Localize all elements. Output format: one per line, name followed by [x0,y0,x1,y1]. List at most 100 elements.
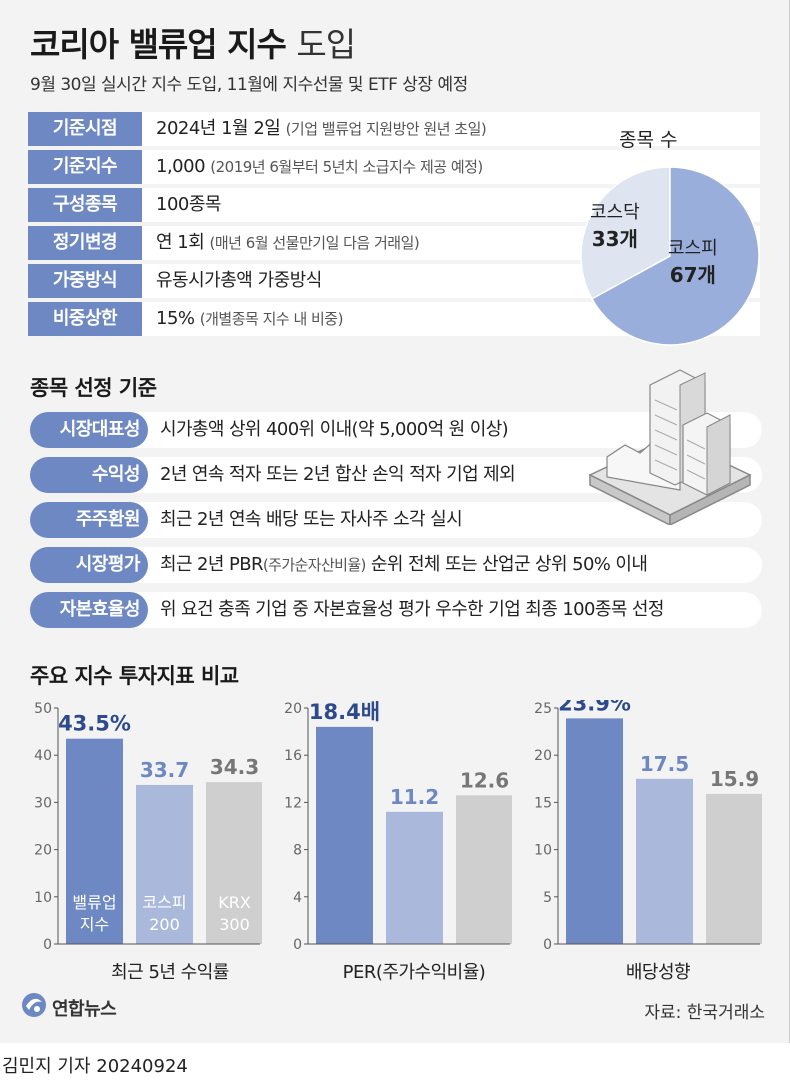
y-tick-label: 40 [34,748,52,764]
bar [636,778,693,944]
bar-value-label: 34.3 [210,755,259,779]
bar [136,784,193,944]
info-value-main: 2024년 1월 2일 [156,118,281,139]
criteria-text-note: (주가순자산비율) [262,556,367,574]
criteria-label: 자본효율성 [30,592,148,628]
info-label: 정기변경 [28,226,142,260]
pie-label-kosdaq-value: 33개 [591,227,638,251]
criteria-text: 2년 연속 적자 또는 2년 합산 손익 적자 기업 제외 [160,457,516,493]
y-tick-label: 20 [534,748,552,764]
y-tick-label: 5 [543,890,552,906]
info-label: 가중방식 [28,264,142,298]
logo-text: 연합뉴스 [52,999,117,1020]
bar-value-label: 15.9 [710,767,759,791]
byline: 김민지 기자 20240924 [2,1056,188,1077]
info-value: 15% (개별종목 지수 내 비중) [156,302,343,336]
y-tick-label: 20 [34,843,52,859]
y-tick-label: 0 [43,937,52,950]
criteria-text-rest: 순위 전체 또는 산업군 상위 50% 이내 [365,554,648,575]
bar-value-label: 43.5% [58,712,131,736]
pie-label-kospi-value: 67개 [669,263,716,287]
bar [706,793,762,944]
pie-slice-kospi [590,166,760,346]
bar-value-label: 23.9% [558,700,631,715]
pie-label-kospi: 코스피 67개 [668,236,718,290]
info-value-main: 1,000 [156,156,206,177]
bar-category-label: 코스피 [142,893,186,912]
infographic-frame: 코리아 밸류업 지수 도입 9월 30일 실시간 지수 도입, 11월에 지수선… [0,0,790,1043]
info-value-main: 15% [156,308,195,329]
y-tick-label: 30 [34,795,52,811]
criteria-label: 시장평가 [30,547,148,583]
y-tick-label: 10 [534,843,552,859]
page-title: 코리아 밸류업 지수 도입 [30,18,356,66]
y-tick-label: 4 [293,890,302,906]
y-tick-label: 8 [293,843,302,859]
criteria-row: 시장평가 최근 2년 PBR(주가순자산비율) 순위 전체 또는 산업군 상위 5… [30,547,762,583]
info-row: 기준시점 2024년 1월 2일 (기업 밸류업 지원방안 원년 초일) [28,112,760,146]
info-label: 구성종목 [28,188,142,222]
info-label: 비중상한 [28,302,142,336]
bar-category-label: 밸류업 [72,893,116,912]
info-value: 유동시가총액 가중방식 [156,264,322,298]
pie-slice-kosdaq [580,166,671,300]
y-tick-label: 16 [284,748,302,764]
y-tick-label: 12 [284,795,302,811]
yonhap-logo-icon [22,993,46,1017]
info-value-main: 100종목 [156,194,221,215]
bar [386,811,443,944]
bar-category-label: 300 [219,915,250,934]
info-value-main: 유동시가총액 가중방식 [156,270,322,291]
title-bold: 코리아 밸류업 지수 [30,25,287,64]
building-windows [654,399,706,480]
pie-title: 종목 수 [619,129,678,151]
criteria-text-main: 최근 2년 PBR [160,554,263,575]
criteria-text-main: 시가총액 상위 400위 이내(약 5,000억 원 이상) [160,419,509,440]
chart-returns-xlabel: 최근 5년 수익률 [111,962,229,983]
criteria-label: 시장대표성 [30,412,148,448]
info-label: 기준지수 [28,150,142,184]
bar-value-label: 17.5 [640,752,689,776]
criteria-row: 자본효율성 위 요건 충족 기업 중 자본효율성 평가 우수한 기업 최종 100… [30,592,762,628]
bar [66,738,123,944]
info-value-note: (2019년 6월부터 5년치 소급지수 제공 예정) [210,158,483,176]
building-base-left [589,473,671,525]
bar-value-label: 33.7 [140,758,189,782]
bar-value-label: 11.2 [390,785,439,809]
bar [316,726,373,944]
criteria-text: 위 요건 충족 기업 중 자본효율성 평가 우수한 기업 최종 100종목 선정 [160,592,664,628]
criteria-row: 주주환원 최근 2년 연속 배당 또는 자사주 소각 실시 [30,502,762,538]
building-tower-2-side [706,414,731,496]
y-tick-label: 0 [293,937,302,950]
info-value-note: (개별종목 지수 내 비중) [199,310,344,328]
info-value: 2024년 1월 2일 (기업 밸류업 지원방안 원년 초일) [156,112,487,146]
criteria-label: 주주환원 [30,502,148,538]
info-label: 기준시점 [28,112,142,146]
info-value-note: (기업 밸류업 지원방안 원년 초일) [285,120,487,138]
bar-category-label: KRX [218,893,251,912]
pie-label-kosdaq: 코스닥 33개 [590,200,640,254]
y-tick-label: 0 [543,937,552,950]
bar-category-label: 지수 [80,915,109,934]
page-subtitle: 9월 30일 실시간 지수 도입, 11월에 지수선물 및 ETF 상장 예정 [30,75,468,95]
y-tick-label: 15 [534,795,552,811]
bar-value-label: 18.4배 [309,700,380,724]
bar [566,718,623,944]
chart-dividend-xlabel: 배당성향 [625,962,691,983]
bar-category-label: 200 [149,915,180,934]
pie-label-kospi-name: 코스피 [668,238,718,259]
criteria-text: 최근 2년 연속 배당 또는 자사주 소각 실시 [160,502,463,538]
building-illustration [588,369,752,525]
criteria-text-main: 최근 2년 연속 배당 또는 자사주 소각 실시 [160,509,463,530]
criteria-row: 시장대표성 시가총액 상위 400위 이내(약 5,000억 원 이상) [30,412,762,448]
pie-label-kosdaq-name: 코스닥 [590,202,640,223]
bar-value-label: 12.6 [460,768,509,792]
bar [456,795,512,944]
criteria-text: 최근 2년 PBR(주가순자산비율) 순위 전체 또는 산업군 상위 50% 이… [160,547,648,583]
criteria-text-main: 위 요건 충족 기업 중 자본효율성 평가 우수한 기업 최종 100종목 선정 [160,599,664,620]
y-tick-label: 50 [34,701,52,717]
criteria-row-bg [50,412,762,448]
chart-dividend: 0 5 10 15 20 25 23.9% 17.5 15.9 [534,700,762,950]
y-tick-label: 10 [34,890,52,906]
